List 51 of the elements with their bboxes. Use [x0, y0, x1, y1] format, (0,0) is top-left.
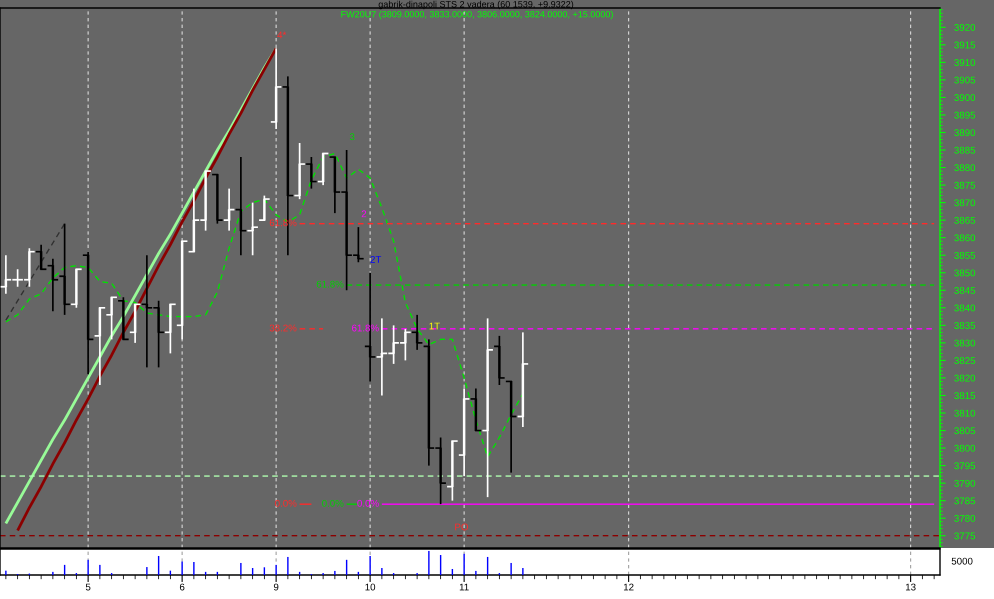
x-tick-label: 12 — [624, 584, 634, 590]
y-tick-label: 3920 — [954, 24, 976, 31]
y-tick-label: 3815 — [954, 392, 976, 400]
y-tick-label: 3820 — [954, 374, 976, 382]
y-tick-label: 3910 — [954, 59, 976, 66]
y-tick-label: 3900 — [954, 94, 976, 102]
series-label: 0.0% — [322, 500, 344, 507]
y-tick-label: 3800 — [954, 444, 976, 452]
y-tick-label: 3875 — [954, 182, 976, 189]
y-tick-label: 3855 — [954, 252, 976, 259]
series-label: 38.2% — [270, 324, 297, 332]
y-tick-label: 3880 — [954, 164, 976, 172]
text: 5000 — [952, 558, 973, 565]
y-tick-label: 3885 — [954, 146, 976, 154]
x-tick-label: 10 — [365, 584, 376, 590]
y-tick-label: 3825 — [954, 357, 976, 364]
y-tick-label: 3840 — [954, 304, 976, 312]
y-tick-label: 3775 — [954, 532, 976, 540]
y-tick-label: 3810 — [954, 410, 976, 417]
annotation: 4* — [277, 32, 286, 38]
y-tick-label: 3830 — [954, 340, 976, 346]
y-tick-label: 3915 — [954, 42, 976, 48]
y-tick-label: 3790 — [954, 480, 976, 487]
x-tick-label: 11 — [460, 584, 469, 590]
y-tick-label: 3845 — [954, 287, 976, 294]
y-tick-label: 3865 — [954, 216, 976, 224]
y-tick-label: 3890 — [954, 129, 976, 136]
x-tick-label: 6 — [180, 584, 184, 590]
y-tick-label: 3895 — [954, 112, 976, 119]
y-tick-label: 3870 — [954, 199, 976, 206]
series-label: 61.8% — [316, 280, 344, 288]
annotation: 2T — [370, 256, 382, 263]
y-tick-label: 3805 — [954, 427, 976, 434]
x-tick-label: 13 — [906, 584, 916, 590]
series-label: 0.0% — [357, 500, 379, 507]
y-tick-label: 3835 — [954, 322, 976, 329]
y-tick-label: 3780 — [954, 514, 976, 522]
x-tick-label: 9 — [274, 584, 278, 590]
annotation: 1T — [430, 322, 440, 330]
annotation: 2 — [362, 210, 366, 218]
y-tick-label: 3850 — [954, 269, 976, 276]
y-tick-label: 3785 — [954, 497, 976, 504]
annotation: 3 — [350, 133, 354, 140]
annotation: PO — [455, 524, 468, 530]
series-label: 0.0% — [275, 500, 296, 507]
y-tick-label: 3795 — [954, 462, 976, 470]
y-tick-label: 3905 — [954, 76, 976, 84]
chart-title: gabrik-dinapoli STS 2 vadera (60 1539, +9.9322) — [378, 0, 574, 10]
x-tick-label: 5 — [86, 584, 90, 590]
y-tick-label: 3860 — [954, 234, 976, 242]
chart-subtitle: FW20U7 (3809.0000, 3833.0000, 3806.0000, 3824.0000, +15.0000) — [341, 10, 613, 20]
